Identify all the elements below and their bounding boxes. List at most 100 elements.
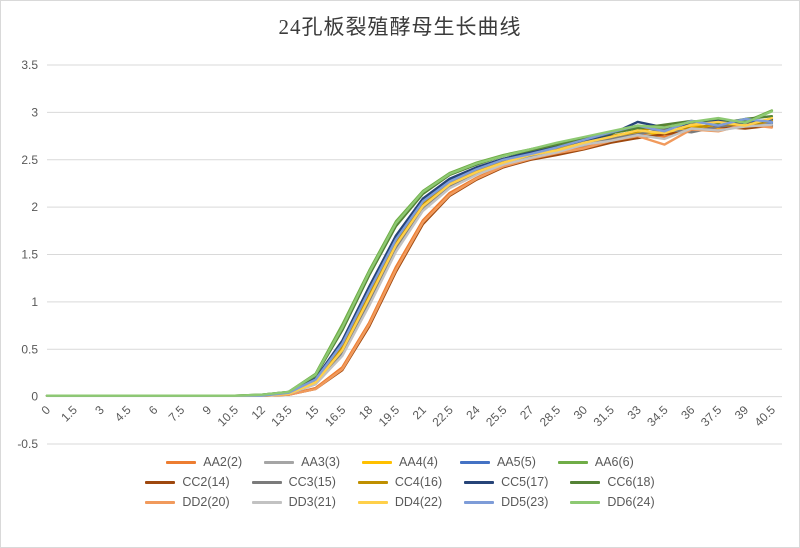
x-tick-label: 7.5 [166,403,188,425]
x-tick-label: 34.5 [644,403,671,430]
y-tick-label: 1.5 [21,248,38,262]
x-tick-label: 15 [302,403,322,423]
y-tick-label: 2.5 [21,153,38,167]
x-tick-label: 21 [410,403,430,423]
series-line-cc4-16 [45,119,774,397]
x-tick-label: 16.5 [322,403,349,430]
x-tick-label: 0 [38,403,53,418]
legend-row: CC2(14) CC3(15) CC4(16) CC5(17) CC6(18) [145,475,655,489]
legend-label-aa5-5: AA5(5) [496,455,536,469]
legend-item-cc6-18: CC6(18) [570,475,655,489]
y-tick-label: 2 [31,200,38,214]
x-tick-label: 6 [146,403,161,418]
legend-swatch-dd6-24 [570,500,601,504]
y-tick-label: 3 [31,105,38,119]
series-line-cc6-18 [45,114,774,397]
legend-item-aa3-3: AA3(3) [264,455,340,469]
y-tick-label: -0.5 [17,437,38,451]
series-line-aa6-6 [45,109,774,397]
series-line-dd2-20 [45,123,774,397]
legend-label-aa6-6: AA6(6) [594,455,634,469]
legend-label-aa2-2: AA2(2) [203,455,243,469]
legend-item-cc4-16: CC4(16) [357,475,443,489]
chart-legend: AA2(2) AA3(3) AA4(4) AA5(5) AA6(6) CC2(14) CC3… [1,455,799,509]
legend-swatch-aa3-3 [264,460,295,464]
legend-row: AA2(2) AA3(3) AA4(4) AA5(5) AA6(6) [166,455,634,469]
legend-label-cc6-18: CC6(18) [607,475,655,489]
series-line-aa5-5 [45,118,774,397]
legend-swatch-aa2-2 [166,460,197,464]
gridlines [47,64,782,445]
x-tick-label: 31.5 [591,403,618,430]
legend-swatch-dd3-21 [251,500,282,504]
legend-label-dd6-24: DD6(24) [607,495,655,509]
legend-swatch-dd4-22 [357,500,388,504]
x-tick-label: 13.5 [268,403,295,430]
legend-label-aa4-4: AA4(4) [399,455,438,469]
legend-swatch-aa5-5 [459,460,490,464]
series-line-aa4-4 [45,118,774,397]
legend-label-cc4-16: CC4(16) [394,475,443,489]
legend-label-aa3-3: AA3(3) [301,455,341,469]
series-line-dd6-24 [45,110,774,397]
legend-item-dd3-21: DD3(21) [251,495,336,509]
x-tick-label: 3 [92,403,107,418]
y-tick-label: 1 [31,295,38,309]
x-tick-label: 1.5 [58,403,80,425]
legend-item-dd6-24: DD6(24) [570,495,655,509]
y-tick-label: 3.5 [21,58,38,72]
x-axis-tick-labels: 0 1.5 3 4.5 6 7.5 9 10.5 12 13.5 15 16.5 18 19.5 21 22.… [38,403,778,430]
x-tick-label: 19.5 [376,403,403,430]
series-line-aa2-2 [45,120,774,397]
x-tick-label: 10.5 [215,403,242,430]
legend-item-cc5-17: CC5(17) [464,475,548,489]
legend-item-aa6-6: AA6(6) [557,455,634,469]
legend-item-aa2-2: AA2(2) [166,455,242,469]
legend-item-cc2-14: CC2(14) [145,475,230,489]
series-line-dd3-21 [45,123,774,397]
chart-title: 24孔板裂殖酵母生长曲线 [278,15,522,39]
x-tick-label: 30 [571,403,591,423]
x-tick-label: 18 [356,403,376,423]
series-line-cc3-15 [45,122,774,397]
legend-swatch-cc5-17 [464,480,495,484]
legend-item-cc3-15: CC3(15) [251,475,336,489]
legend-swatch-aa6-6 [557,460,588,464]
y-tick-label: 0.5 [21,342,38,356]
x-tick-label: 28.5 [537,403,564,430]
x-tick-label: 12 [249,403,269,423]
legend-item-dd2-20: DD2(20) [145,495,230,509]
legend-label-dd2-20: DD2(20) [182,495,230,509]
legend-label-dd3-21: DD3(21) [288,495,336,509]
legend-swatch-dd5-23 [464,500,495,504]
series-line-cc5-17 [45,117,774,397]
legend-item-aa4-4: AA4(4) [362,455,438,469]
legend-label-dd4-22: DD4(22) [394,495,443,509]
legend-label-cc2-14: CC2(14) [182,475,230,489]
legend-label-dd5-23: DD5(23) [501,495,549,509]
legend-item-dd4-22: DD4(22) [357,495,443,509]
legend-item-aa5-5: AA5(5) [459,455,536,469]
x-tick-label: 39 [732,403,752,423]
legend-swatch-aa4-4 [362,460,393,464]
x-tick-label: 33 [624,403,644,423]
legend-swatch-cc3-15 [251,480,282,484]
x-tick-label: 27 [517,403,537,423]
legend-item-dd5-23: DD5(23) [464,495,548,509]
x-tick-label: 36 [678,403,698,423]
legend-label-cc5-17: CC5(17) [501,475,549,489]
y-tick-label: 0 [31,390,38,404]
series-line-dd5-23 [45,117,774,397]
x-tick-label: 37.5 [698,403,725,430]
x-tick-label: 4.5 [112,403,134,425]
legend-swatch-dd2-20 [145,500,176,504]
x-tick-label: 22.5 [429,403,456,430]
series-line-aa3-3 [45,122,774,397]
legend-swatch-cc2-14 [145,480,176,484]
x-tick-label: 25.5 [483,403,510,430]
y-axis-tick-labels: 3.5 3 2.5 2 1.5 1 0.5 0 -0.5 [17,58,38,451]
legend-label-cc3-15: CC3(15) [288,475,336,489]
series-line-cc2-14 [45,124,774,397]
